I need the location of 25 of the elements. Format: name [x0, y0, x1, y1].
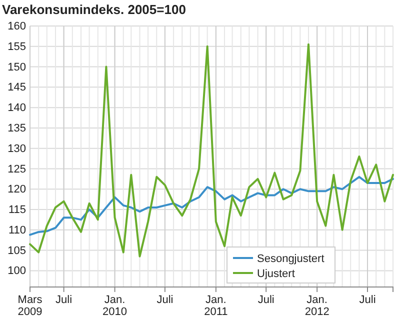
legend-label: Ujustert	[257, 268, 295, 280]
y-tick-label: 105	[8, 244, 26, 257]
y-tick-label: 115	[8, 204, 26, 216]
legend-label: Sesongjustert	[257, 253, 324, 265]
x-tick-label: Mars 2009	[18, 294, 43, 318]
y-tick-label: 125	[8, 163, 26, 176]
y-tick-label: 150	[8, 61, 26, 74]
y-tick-label: 130	[8, 142, 26, 155]
x-tick-label: Jan. 2010	[102, 294, 128, 318]
x-tick-label: Juli	[156, 294, 174, 306]
y-tick-label: 160	[8, 20, 26, 33]
x-tick-label: Juli	[56, 294, 72, 306]
line-series	[29, 176, 394, 236]
y-tick-label: 120	[8, 184, 26, 196]
y-tick-label: 155	[8, 40, 26, 53]
y-tick-label: 145	[8, 82, 26, 94]
x-tick-label: Juli	[258, 294, 274, 306]
x-tick-label: Juli	[359, 294, 376, 306]
y-tick-label: 140	[8, 102, 26, 114]
chart-title: Varekonsumindeks. 2005=100	[2, 2, 186, 17]
y-tick-label: 135	[8, 122, 26, 134]
x-tick-label: Jan. 2011	[204, 294, 228, 318]
y-tick-label: 100	[8, 265, 26, 278]
y-tick-label: 110	[8, 224, 26, 236]
x-tick-label: Jan. 2012	[304, 294, 330, 318]
